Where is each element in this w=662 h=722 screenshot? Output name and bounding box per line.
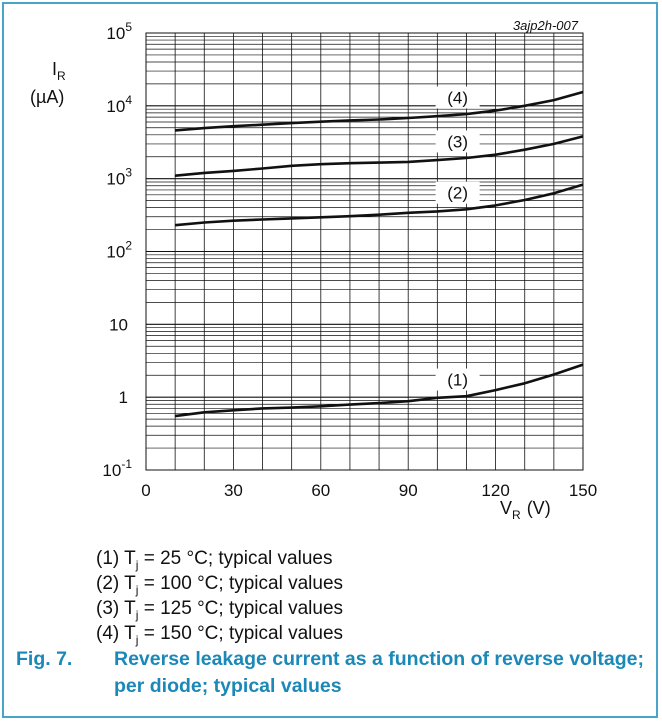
- legend-item-3: (3) Tj = 125 °C; typical values: [96, 596, 344, 622]
- series-label-bg: [435, 181, 480, 204]
- y-tick-label: 1: [119, 388, 128, 407]
- series-label-1: (1): [447, 371, 468, 390]
- y-axis-label: IR (µA): [30, 59, 66, 107]
- series-line-3: [174, 135, 584, 177]
- chart: (1) (2) (3) (4) 10-1 1 10 102 103 104 105 0 30 60 90…: [30, 18, 597, 522]
- y-tick-label: 10: [109, 315, 128, 334]
- y-tick-label: 10-1: [102, 457, 132, 480]
- series-line-1: [174, 363, 584, 418]
- series-line-4: [174, 90, 584, 132]
- x-tick-label: 30: [224, 481, 243, 500]
- series-labels: (1) (2) (3) (4): [435, 86, 480, 391]
- legend-symbol: T: [124, 573, 136, 594]
- x-tick-label: 150: [569, 481, 597, 500]
- legend-num: (3): [96, 598, 120, 619]
- legend-item-2: (2) Tj = 100 °C; typical values: [96, 571, 344, 597]
- legend-text: = 25 °C; typical values: [143, 548, 333, 569]
- legend-text: = 125 °C; typical values: [143, 598, 344, 619]
- legend-sub: j: [135, 607, 139, 622]
- y-axis-label-unit: (µA): [30, 87, 64, 107]
- y-tick-label: 103: [106, 166, 132, 189]
- y-tick-label: 104: [106, 93, 132, 116]
- chart-grid: [145, 32, 584, 471]
- x-tick-label: 90: [399, 481, 418, 500]
- legend-text: = 100 °C; typical values: [143, 573, 344, 594]
- y-tick-label: 105: [106, 20, 132, 43]
- legend-sub: j: [135, 632, 139, 647]
- x-tick-label: 120: [481, 481, 509, 500]
- legend: (1) Tj = 25 °C; typical values (2) Tj = …: [96, 546, 344, 647]
- legend-symbol: T: [124, 598, 136, 619]
- legend-item-1: (1) Tj = 25 °C; typical values: [96, 546, 343, 572]
- series-label-bg: [435, 368, 480, 391]
- y-tick-labels: 10-1 1 10 102 103 104 105: [102, 20, 132, 480]
- legend-item-4: (4) Tj = 150 °C; typical values: [96, 621, 344, 647]
- legend-num: (4): [96, 623, 120, 644]
- legend-sub: j: [135, 557, 139, 572]
- x-axis-label: VR (V): [500, 498, 551, 522]
- series-label-bg: [435, 130, 480, 153]
- figure-number: Fig. 7.: [16, 648, 73, 670]
- legend-symbol: T: [124, 548, 136, 569]
- series-label-4: (4): [447, 89, 468, 108]
- y-axis-label-symbol: IR: [52, 59, 66, 83]
- chart-series: [174, 90, 584, 418]
- legend-num: (2): [96, 573, 120, 594]
- y-tick-label: 102: [106, 239, 132, 262]
- x-tick-labels: 0 30 60 90 120 150: [141, 481, 597, 500]
- x-tick-label: 0: [141, 481, 150, 500]
- legend-text: = 150 °C; typical values: [143, 623, 344, 644]
- series-label-bg: [435, 86, 480, 109]
- series-label-3: (3): [447, 132, 468, 151]
- chart-code: 3ajp2h-007: [513, 18, 579, 33]
- x-axis-label-text: VR (V): [500, 498, 551, 522]
- series-label-2: (2): [447, 184, 468, 203]
- legend-symbol: T: [124, 623, 136, 644]
- series-line-2: [174, 183, 584, 227]
- figure-title: Reverse leakage current as a function of…: [114, 648, 644, 697]
- legend-num: (1): [96, 548, 120, 569]
- x-tick-label: 60: [311, 481, 330, 500]
- legend-sub: j: [135, 582, 139, 597]
